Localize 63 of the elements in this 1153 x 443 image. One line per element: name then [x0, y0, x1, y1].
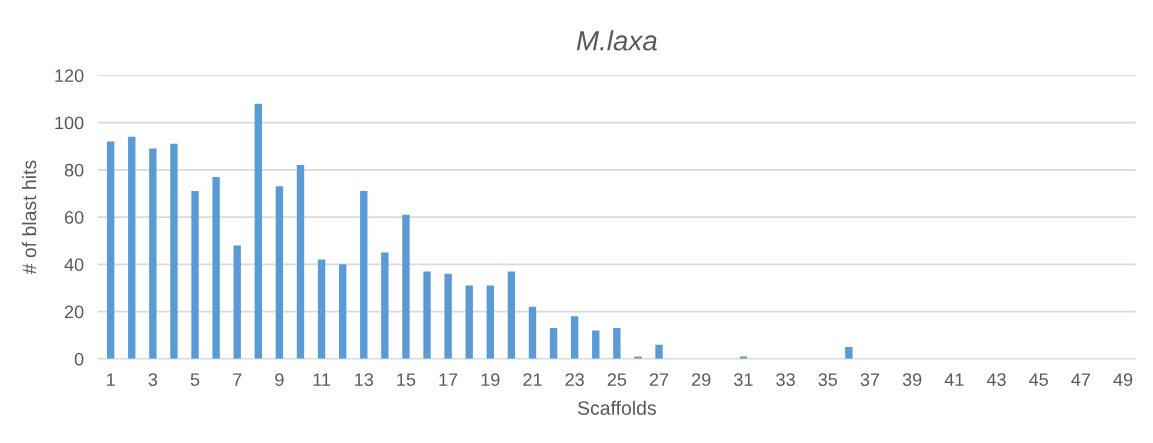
y-tick-label: 20 [64, 305, 84, 319]
bar [296, 165, 305, 359]
x-tick-label: 43 [986, 373, 1006, 386]
y-tick-label: 100 [55, 116, 84, 130]
bar [212, 176, 220, 359]
x-tick-label: 7 [233, 373, 242, 386]
x-tick-label: 35 [818, 373, 838, 386]
x-tick-label: 49 [1113, 373, 1133, 386]
bar [465, 285, 473, 359]
x-tick-label: 47 [1071, 373, 1090, 386]
bar [191, 191, 199, 359]
y-tick-label: 120 [55, 69, 84, 83]
bar [845, 347, 853, 359]
x-tick-label: 11 [313, 373, 331, 386]
x-tick-label: 37 [860, 373, 880, 386]
x-tick-label: 13 [355, 373, 374, 386]
bar [592, 330, 600, 359]
bar [338, 264, 347, 359]
x-tick-label: 27 [649, 373, 669, 386]
bar [106, 141, 115, 359]
x-tick-label: 3 [148, 373, 158, 386]
chart-title: M.laxa [576, 30, 657, 51]
bar [275, 186, 284, 359]
x-tick-label: 25 [607, 373, 627, 386]
bar [128, 136, 136, 359]
x-axis-title: Scaffolds [577, 400, 656, 415]
x-tick-label: 33 [776, 373, 795, 386]
x-tick-label: 45 [1029, 373, 1048, 386]
x-tick-label: 1 [107, 373, 115, 386]
y-tick-label: 0 [74, 352, 84, 366]
bar [507, 271, 516, 359]
bar [233, 245, 241, 359]
x-tick-label: 41 [944, 373, 964, 386]
x-tick-label: 15 [397, 373, 416, 386]
bar [613, 328, 621, 359]
bar [423, 271, 431, 359]
y-axis-title: # of blast hits [21, 160, 37, 275]
y-tick-label: 60 [64, 211, 84, 224]
x-tick-label: 39 [902, 373, 922, 386]
bar [655, 344, 663, 359]
x-tick-label: 21 [523, 373, 542, 386]
bar [549, 328, 558, 359]
x-tick-label: 29 [692, 373, 711, 386]
bar [444, 273, 452, 359]
x-tick-label: 19 [481, 373, 500, 386]
x-tick-label: 9 [275, 373, 284, 386]
bar [360, 191, 368, 359]
x-tick-label: 5 [190, 373, 200, 386]
bar [486, 285, 494, 359]
bar [170, 143, 178, 359]
bar [528, 306, 537, 359]
bar [634, 356, 642, 359]
x-tick-label: 17 [439, 373, 458, 386]
bar [254, 103, 262, 359]
bar [402, 214, 410, 359]
y-tick-label: 40 [64, 258, 84, 272]
x-tick-label: 23 [565, 373, 584, 386]
y-tick-label: 80 [64, 163, 84, 177]
x-tick-label: 31 [734, 373, 753, 386]
bar [317, 259, 326, 359]
bar [570, 316, 579, 359]
bar [381, 252, 389, 359]
bar [149, 148, 157, 359]
